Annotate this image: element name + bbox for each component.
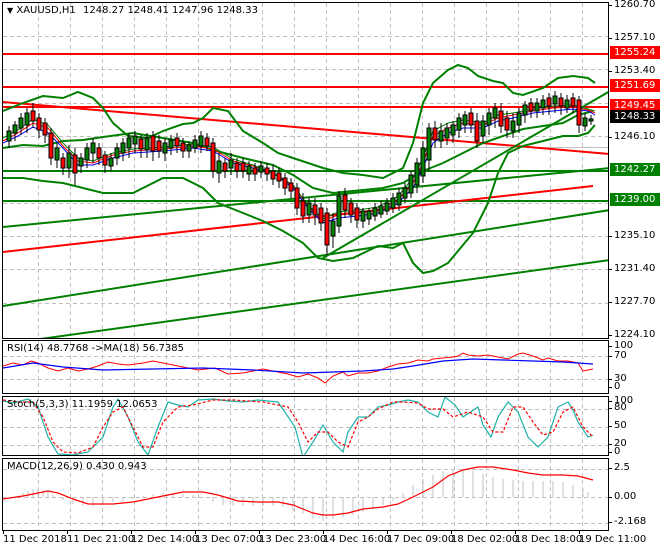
triangle-down-icon[interactable]: ▼ [7,6,14,15]
time-label: 17 Dec 09:00 [387,530,455,545]
time-label: 13 Dec 23:00 [259,530,327,545]
stoch-signal-line [3,399,594,454]
stoch-tick: 80 [609,402,627,413]
time-label: 12 Dec 14:00 [131,530,199,545]
current-price-label: 1248.33 [610,110,660,123]
level-label-1249: 1249.45 [610,99,660,112]
rsi-tick: 0 [608,381,621,392]
macd-tick: 2.5 [609,462,630,473]
rsi-axis: 100 70 30 0 [608,340,660,394]
rsi-panel[interactable]: RSI(14) 48.7768 ->MA(18) 56.7385 [2,340,609,394]
time-label: 11 Dec 21:00 [67,530,135,545]
chart-header: ▼ XAUUSD,H1 1248.27 1248.41 1247.96 1248… [7,5,258,16]
time-axis[interactable]: 11 Dec 2018 11 Dec 21:00 12 Dec 14:00 13… [0,530,646,550]
price-tick: 1260.70 [608,0,656,10]
rsi-ma-line [3,358,594,374]
price-tick: 1246.10 [608,131,656,142]
rsi-tick: 30 [609,373,627,384]
time-label: 11 Dec 2018 [3,530,67,545]
main-chart-panel[interactable]: ▼ XAUUSD,H1 1248.27 1248.41 1247.96 1248… [2,2,609,339]
stoch-chart-canvas [3,397,608,455]
stoch-tick: 100 [608,395,634,406]
macd-tick: 0.00 [608,491,637,502]
price-tick: 1227.70 [608,296,656,307]
symbol-label: XAUUSD,H1 [16,5,76,16]
level-label-1239: 1239.00 [610,193,660,206]
macd-histogram [22,469,589,521]
macd-chart-canvas [3,459,608,530]
macd-signal-line [3,466,594,516]
rsi-line [3,352,594,384]
candles [6,91,594,255]
macd-panel[interactable]: MACD(12,26,9) 0.430 0.943 [2,458,609,531]
macd-title: MACD(12,26,9) 0.430 0.943 [7,461,147,472]
level-label-1255: 1255.24 [610,46,660,59]
macd-tick: -2.168 [608,516,647,527]
stoch-axis: 100 80 50 20 0 [608,395,660,457]
time-label: 14 Dec 16:00 [323,530,391,545]
rsi-tick: 70 [609,350,627,361]
rsi-tick: 100 [608,340,634,351]
rsi-chart-canvas [3,341,608,393]
price-chart-canvas [3,3,608,338]
stochastic-panel[interactable]: Stoch(5,3,3) 11.1959 12.0653 [2,396,609,456]
price-tick: 1257.10 [608,32,656,43]
time-label: 18 Dec 02:00 [451,530,519,545]
candle-bodies [6,95,594,246]
rsi-title: RSI(14) 48.7768 ->MA(18) 56.7385 [7,343,184,354]
time-label: 18 Dec 18:00 [515,530,583,545]
level-label-1242: 1242.27 [610,163,660,176]
macd-axis: 2.5 0.00 -2.168 [608,458,660,531]
ohlc-values: 1248.27 1248.41 1247.96 1248.33 [82,5,258,16]
price-tick: 1235.10 [608,230,656,241]
level-label-1251: 1251.69 [610,79,660,92]
price-tick: 1231.40 [608,263,656,274]
stoch-tick: 50 [609,420,627,431]
price-tick: 1224.10 [608,329,656,340]
stoch-tick: 0 [608,446,621,457]
time-label: 13 Dec 07:00 [195,530,263,545]
time-label: 19 Dec 11:00 [579,530,647,545]
horizontal-levels [3,53,608,202]
price-axis[interactable]: 1260.70 1257.10 1253.40 1246.10 1235.10 … [608,0,660,340]
stoch-tick: 20 [609,438,627,449]
price-tick: 1253.40 [608,65,656,76]
stoch-title: Stoch(5,3,3) 11.1959 12.0653 [7,399,158,410]
stoch-main-line [3,397,594,455]
